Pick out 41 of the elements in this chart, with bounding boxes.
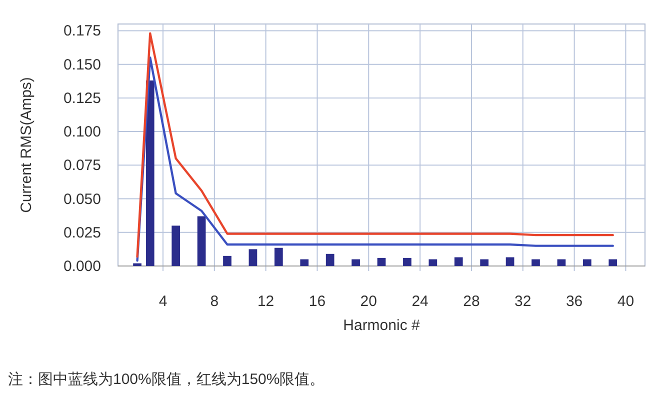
bar <box>133 263 142 266</box>
bar <box>197 216 206 266</box>
x-tick-label: 40 <box>617 293 634 310</box>
x-tick-label: 36 <box>566 293 583 310</box>
y-axis-title: Current RMS(Amps) <box>18 77 35 213</box>
y-tick-label: 0.050 <box>63 190 101 208</box>
bar <box>352 259 360 266</box>
bar <box>557 259 566 266</box>
bar <box>377 258 386 266</box>
bar <box>532 259 540 266</box>
bar <box>608 259 618 266</box>
bar <box>403 258 412 266</box>
x-tick-label: 16 <box>308 293 326 310</box>
bar <box>146 80 154 266</box>
bar <box>480 259 489 266</box>
text: 注：图中蓝线为100%限值，红线为150%限值。 <box>8 371 325 388</box>
bar <box>172 226 180 266</box>
x-tick-label: 20 <box>360 293 377 310</box>
x-tick-label: 28 <box>463 293 480 310</box>
bar <box>326 254 334 266</box>
x-tick-label: 12 <box>257 293 274 310</box>
bar <box>428 259 438 266</box>
y-tick-label: 0.125 <box>63 90 101 107</box>
bar <box>223 256 232 266</box>
y-tick-label: 0.075 <box>63 157 101 174</box>
bar <box>506 257 514 266</box>
y-tick-label: 0.175 <box>63 22 101 40</box>
x-tick-label: 32 <box>514 293 532 310</box>
bar <box>454 257 463 266</box>
bar <box>300 259 309 266</box>
x-tick-label: 24 <box>412 293 428 310</box>
bar <box>274 248 283 266</box>
bar <box>582 259 592 266</box>
x-axis-title: Harmonic # <box>343 317 420 334</box>
y-tick-label: 0.025 <box>63 224 101 242</box>
bar <box>248 249 258 266</box>
x-tick-label: 4 <box>158 293 168 310</box>
x-tick-label: 8 <box>210 293 219 310</box>
y-tick-label: 0.150 <box>63 56 101 74</box>
y-tick-label: 0.000 <box>63 258 101 275</box>
y-tick-label: 0.100 <box>63 124 101 141</box>
